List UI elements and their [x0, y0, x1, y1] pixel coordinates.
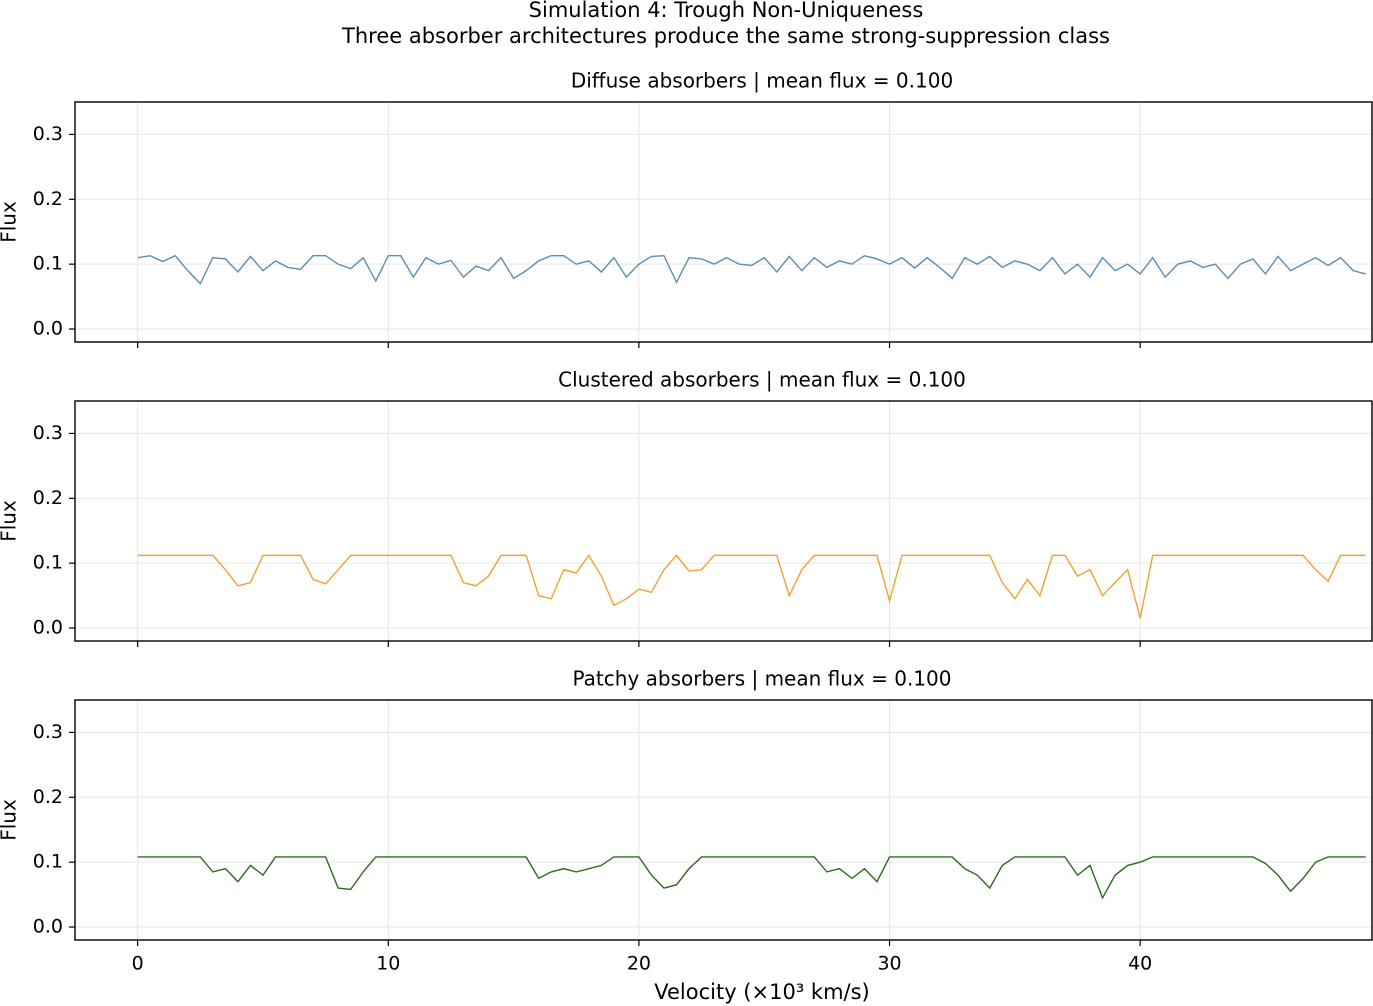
y-tick-label: 0.1	[33, 253, 63, 275]
axes-frame	[74, 400, 1373, 642]
y-tick-label: 0.2	[33, 188, 63, 210]
axes-frame	[74, 101, 1373, 343]
subplot: Diffuse absorbers | mean flux = 0.100 Flu…	[0, 69, 1373, 348]
y-tick-label: 0.0	[33, 318, 63, 340]
axes-frame	[74, 699, 1373, 941]
x-axis-label: Velocity (×10³ km/s)	[654, 980, 870, 1004]
y-tick-label: 0.0	[33, 617, 63, 639]
x-tick-label: 30	[877, 953, 901, 975]
figure-title: Simulation 4: Trough Non-Uniqueness	[529, 0, 924, 22]
y-axis-label: Flux	[0, 500, 21, 542]
subplot-title: Diffuse absorbers | mean flux = 0.100	[571, 69, 953, 93]
y-tick-label: 0.2	[33, 786, 63, 808]
data-line	[137, 856, 1366, 900]
subplot: Patchy absorbers | mean flux = 0.100 Flux…	[0, 667, 1373, 1004]
subplot: Clustered absorbers | mean flux = 0.100 F…	[0, 368, 1373, 647]
y-tick-label: 0.3	[33, 721, 63, 743]
y-tick-label: 0.1	[33, 552, 63, 574]
subplot-title: Clustered absorbers | mean flux = 0.100	[558, 368, 966, 392]
y-tick-label: 0.2	[33, 487, 63, 509]
figure-subtitle: Three absorber architectures produce the…	[341, 24, 1110, 48]
subplot-title: Patchy absorbers | mean flux = 0.100	[573, 667, 952, 691]
x-tick-label: 20	[627, 953, 651, 975]
x-tick-label: 40	[1128, 953, 1152, 975]
y-axis-label: Flux	[0, 201, 21, 243]
y-tick-label: 0.3	[33, 422, 63, 444]
data-line	[137, 554, 1366, 619]
x-tick-label: 0	[132, 953, 144, 975]
data-line	[137, 254, 1366, 285]
y-tick-label: 0.0	[33, 916, 63, 938]
y-tick-label: 0.3	[33, 123, 63, 145]
y-tick-label: 0.1	[33, 851, 63, 873]
x-tick-label: 10	[376, 953, 400, 975]
y-axis-label: Flux	[0, 799, 21, 841]
